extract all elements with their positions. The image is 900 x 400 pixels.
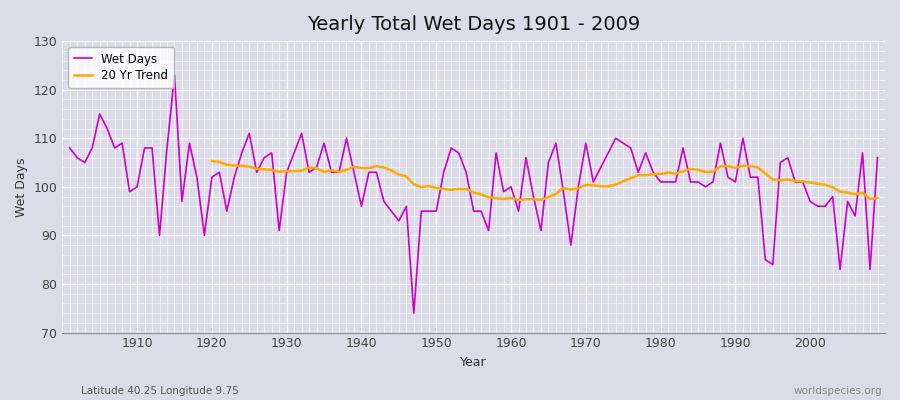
Wet Days <box>610 136 621 141</box>
Wet Days <box>409 311 419 316</box>
20 Yr Trend <box>499 196 509 201</box>
Legend: Wet Days, 20 Yr Trend: Wet Days, 20 Yr Trend <box>68 47 175 88</box>
20 Yr Trend <box>506 196 517 200</box>
Title: Yearly Total Wet Days 1901 - 2009: Yearly Total Wet Days 1901 - 2009 <box>307 15 640 34</box>
Wet Days <box>65 146 76 150</box>
Text: Latitude 40.25 Longitude 9.75: Latitude 40.25 Longitude 9.75 <box>81 386 239 396</box>
Wet Days <box>872 155 883 160</box>
Wet Days <box>296 131 307 136</box>
Wet Days <box>124 189 135 194</box>
X-axis label: Year: Year <box>460 356 487 369</box>
Wet Days <box>520 155 531 160</box>
Wet Days <box>169 73 180 78</box>
Wet Days <box>513 209 524 214</box>
20 Yr Trend <box>289 169 300 174</box>
Text: worldspecies.org: worldspecies.org <box>794 386 882 396</box>
Wet Days <box>341 136 352 141</box>
Line: 20 Yr Trend: 20 Yr Trend <box>212 161 878 200</box>
Y-axis label: Wet Days: Wet Days <box>15 157 28 216</box>
Line: Wet Days: Wet Days <box>70 75 878 313</box>
20 Yr Trend <box>334 169 345 174</box>
20 Yr Trend <box>596 184 607 189</box>
20 Yr Trend <box>872 196 883 200</box>
